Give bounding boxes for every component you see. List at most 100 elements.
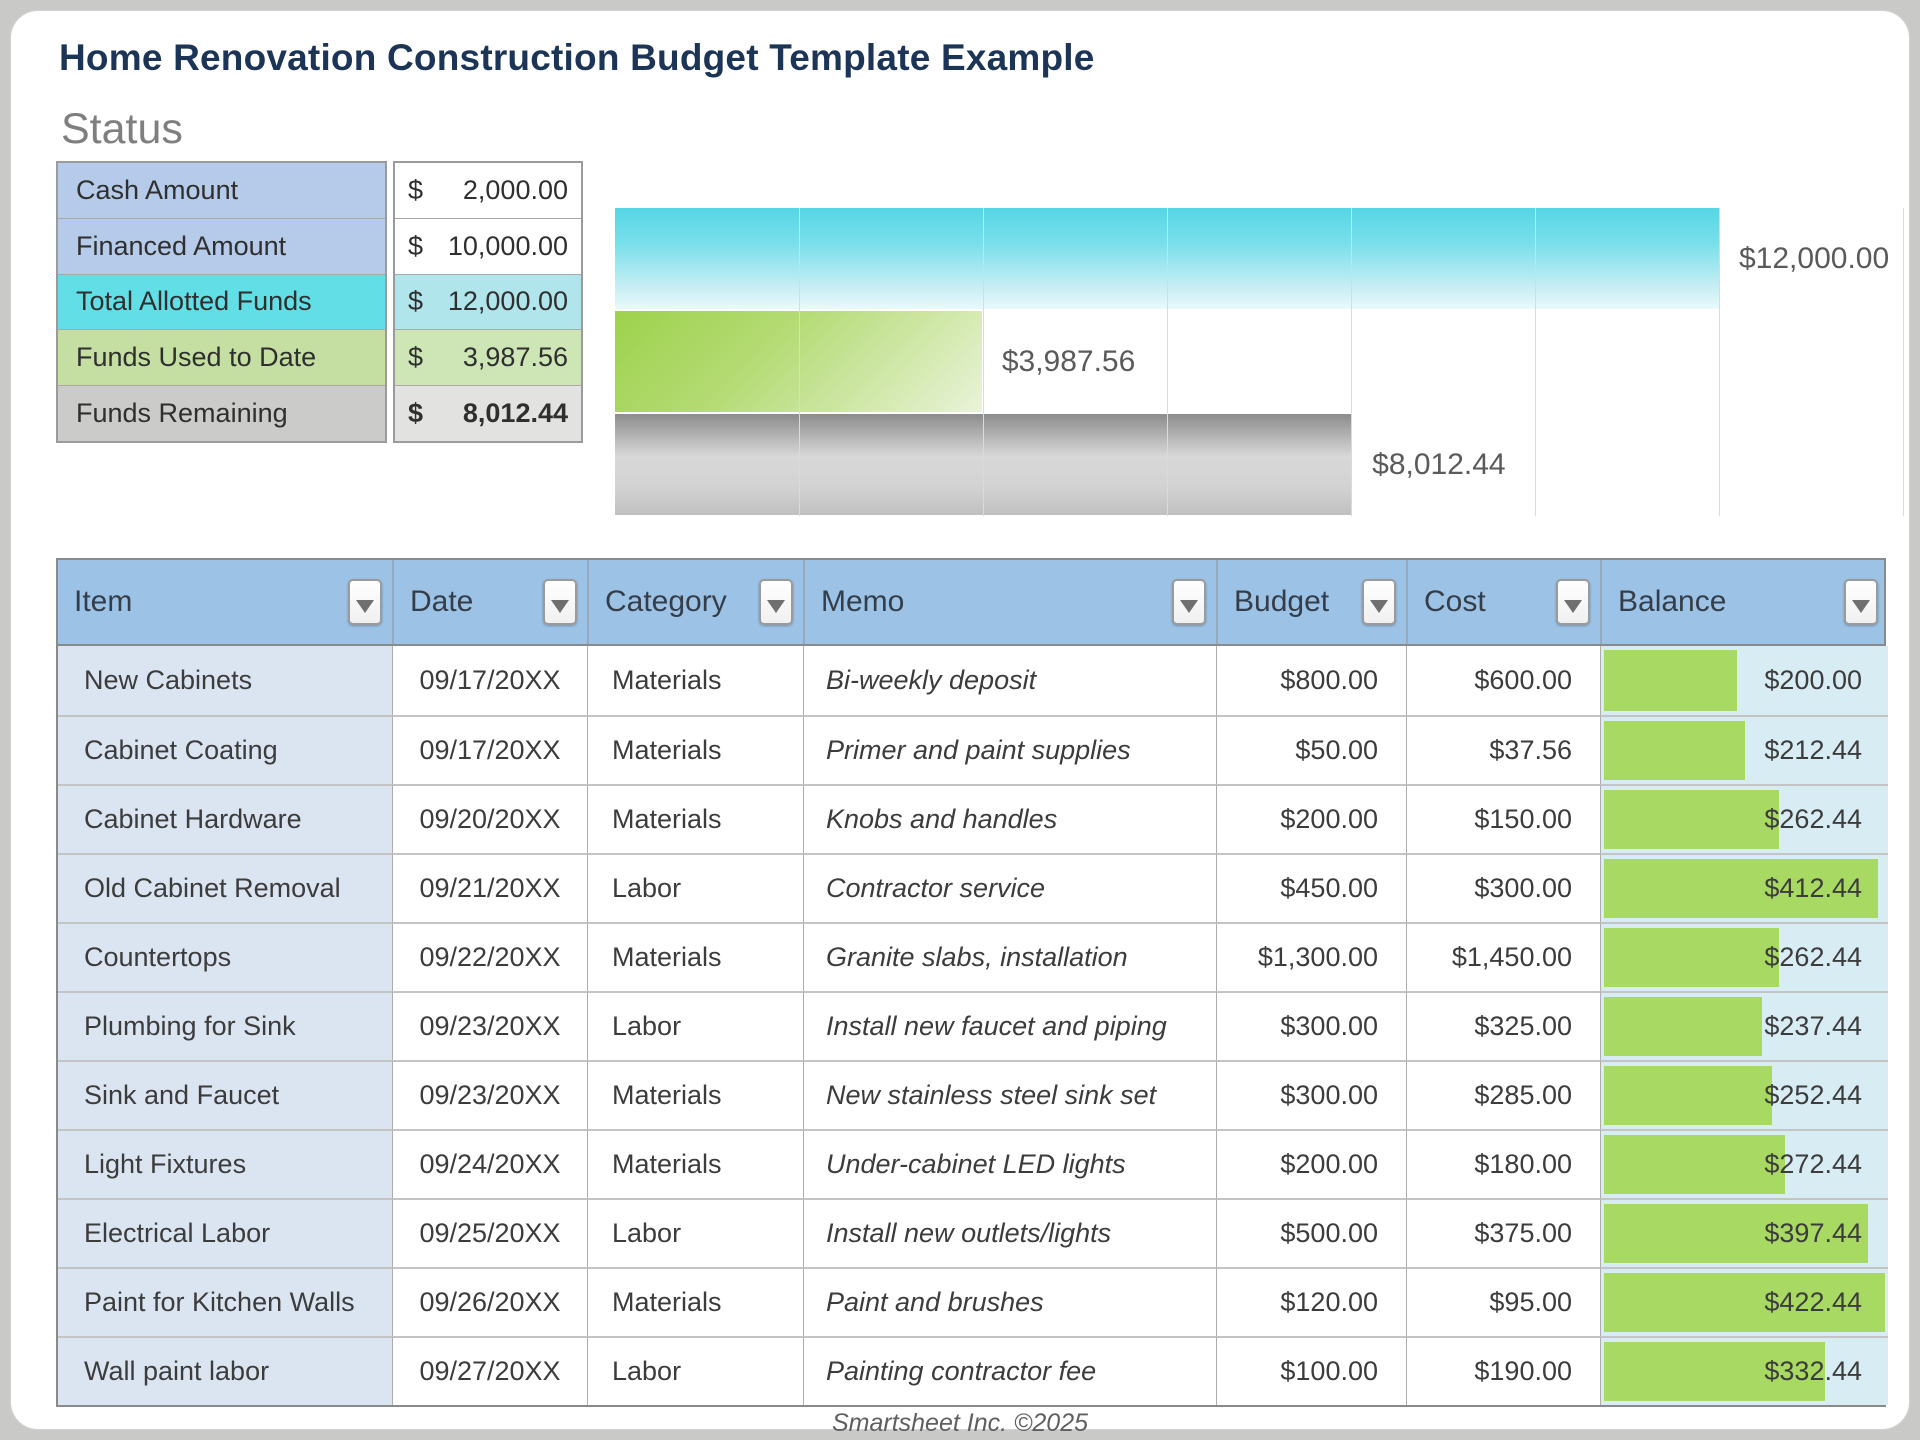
chart-bar-value-label: $8,012.44 xyxy=(1372,448,1506,481)
cell-text: $300.00 xyxy=(1280,1011,1378,1041)
cell-text: Primer and paint supplies xyxy=(826,735,1131,765)
cell-cost: $375.00 xyxy=(1406,1198,1600,1267)
cell-memo: Granite slabs, installation xyxy=(803,922,1216,991)
status-table-labels: Cash Amount Financed Amount Total Allotted… xyxy=(56,161,387,443)
cell-category: Materials xyxy=(587,646,803,715)
chart-bar-row: $12,000.00 xyxy=(615,208,1903,310)
balance-data-bar xyxy=(1604,1204,1869,1263)
filter-dropdown-button[interactable] xyxy=(1172,579,1206,625)
cell-text: Paint and brushes xyxy=(826,1287,1044,1317)
column-header-label: Category xyxy=(605,585,727,618)
chart-gridline xyxy=(1167,208,1168,516)
cell-cost: $285.00 xyxy=(1406,1060,1600,1129)
cell-text: Old Cabinet Removal xyxy=(84,873,341,903)
caret-down-icon xyxy=(356,599,374,613)
cell-budget: $300.00 xyxy=(1216,991,1406,1060)
cell-text: $180.00 xyxy=(1474,1149,1572,1179)
cell-date: 09/24/20XX xyxy=(392,1129,587,1198)
cell-text: $237.44 xyxy=(1764,1011,1862,1041)
cell-cost: $37.56 xyxy=(1406,715,1600,784)
cell-text: Wall paint labor xyxy=(84,1356,270,1386)
filter-dropdown-button[interactable] xyxy=(1556,579,1590,625)
caret-down-icon xyxy=(1852,599,1870,613)
cell-text: Materials xyxy=(612,1287,722,1317)
cell-text: $200.00 xyxy=(1764,665,1862,695)
cell-budget: $120.00 xyxy=(1216,1267,1406,1336)
filter-dropdown-button[interactable] xyxy=(1362,579,1396,625)
cell-text: $800.00 xyxy=(1280,665,1378,695)
cell-balance: $397.44 xyxy=(1600,1198,1888,1267)
balance-data-bar xyxy=(1604,859,1879,918)
cell-text: $212.44 xyxy=(1764,735,1862,765)
filter-dropdown-button[interactable] xyxy=(759,579,793,625)
currency-symbol: $ xyxy=(408,230,424,261)
cell-item: Plumbing for Sink xyxy=(58,991,392,1060)
cell-item: Light Fixtures xyxy=(58,1129,392,1198)
table-row: Plumbing for Sink 09/23/20XX Labor Install … xyxy=(58,991,1888,1060)
cell-cost: $1,450.00 xyxy=(1406,922,1600,991)
cell-budget: $450.00 xyxy=(1216,853,1406,922)
cell-text: $262.44 xyxy=(1764,804,1862,834)
cell-cost: $300.00 xyxy=(1406,853,1600,922)
cell-memo: Under-cabinet LED lights xyxy=(803,1129,1216,1198)
table-row: Cabinet Hardware 09/20/20XX Materials Knobs… xyxy=(58,784,1888,853)
cell-text: 09/17/20XX xyxy=(419,735,561,765)
cell-text: $100.00 xyxy=(1280,1356,1378,1386)
filter-dropdown-button[interactable] xyxy=(348,579,382,625)
status-row-label: Funds Remaining xyxy=(58,385,385,441)
cell-text: 09/27/20XX xyxy=(419,1356,561,1386)
column-header-label: Cost xyxy=(1424,585,1486,618)
cell-text: Contractor service xyxy=(826,873,1046,903)
filter-dropdown-button[interactable] xyxy=(1844,579,1878,625)
cell-text: Install new faucet and piping xyxy=(826,1011,1167,1041)
cell-date: 09/17/20XX xyxy=(392,715,587,784)
chart-gridline xyxy=(1535,208,1536,516)
cell-text: $120.00 xyxy=(1280,1287,1378,1317)
cell-text: Materials xyxy=(612,1080,722,1110)
cell-balance: $412.44 xyxy=(1600,853,1888,922)
cell-date: 09/25/20XX xyxy=(392,1198,587,1267)
cell-memo: Knobs and handles xyxy=(803,784,1216,853)
table-row: Countertops 09/22/20XX Materials Granite sl… xyxy=(58,922,1888,991)
status-amount: 2,000.00 xyxy=(462,174,568,205)
cell-text: Labor xyxy=(612,1218,682,1248)
cell-category: Materials xyxy=(587,1267,803,1336)
cell-category: Labor xyxy=(587,991,803,1060)
cell-text: $450.00 xyxy=(1280,873,1378,903)
status-heading: Status xyxy=(61,105,183,153)
cell-text: Electrical Labor xyxy=(84,1218,271,1248)
balance-data-bar xyxy=(1604,997,1762,1056)
cell-budget: $500.00 xyxy=(1216,1198,1406,1267)
cell-cost: $190.00 xyxy=(1406,1336,1600,1405)
status-amount: 12,000.00 xyxy=(447,286,568,317)
column-header-label: Budget xyxy=(1234,585,1330,618)
status-row-label: Cash Amount xyxy=(58,163,385,218)
table-row: Sink and Faucet 09/23/20XX Materials New st… xyxy=(58,1060,1888,1129)
cell-text: $325.00 xyxy=(1474,1011,1572,1041)
column-header-category: Category xyxy=(587,560,803,644)
chart-gridline xyxy=(799,208,800,516)
table-row: Electrical Labor 09/25/20XX Labor Install n… xyxy=(58,1198,1888,1267)
filter-dropdown-button[interactable] xyxy=(543,579,577,625)
table-row: Paint for Kitchen Walls 09/26/20XX Materia… xyxy=(58,1267,1888,1336)
cell-text: Materials xyxy=(612,735,722,765)
cell-budget: $1,300.00 xyxy=(1216,922,1406,991)
chart-bar-row: $8,012.44 xyxy=(615,414,1903,516)
cell-text: $332.44 xyxy=(1764,1356,1862,1386)
cell-text: Paint for Kitchen Walls xyxy=(84,1287,355,1317)
cell-date: 09/22/20XX xyxy=(392,922,587,991)
cell-item: Cabinet Coating xyxy=(58,715,392,784)
caret-down-icon xyxy=(1180,599,1198,613)
cell-text: Labor xyxy=(612,1011,682,1041)
cell-category: Materials xyxy=(587,715,803,784)
cell-text: 09/21/20XX xyxy=(419,873,561,903)
status-row-value: $3,987.56 xyxy=(395,329,581,386)
cell-budget: $100.00 xyxy=(1216,1336,1406,1405)
cell-memo: Bi-weekly deposit xyxy=(803,646,1216,715)
cell-item: New Cabinets xyxy=(58,646,392,715)
cell-cost: $150.00 xyxy=(1406,784,1600,853)
cell-text: $1,450.00 xyxy=(1451,942,1572,972)
table-row: New Cabinets 09/17/20XX Materials Bi-weekly… xyxy=(58,646,1888,715)
cell-budget: $300.00 xyxy=(1216,1060,1406,1129)
